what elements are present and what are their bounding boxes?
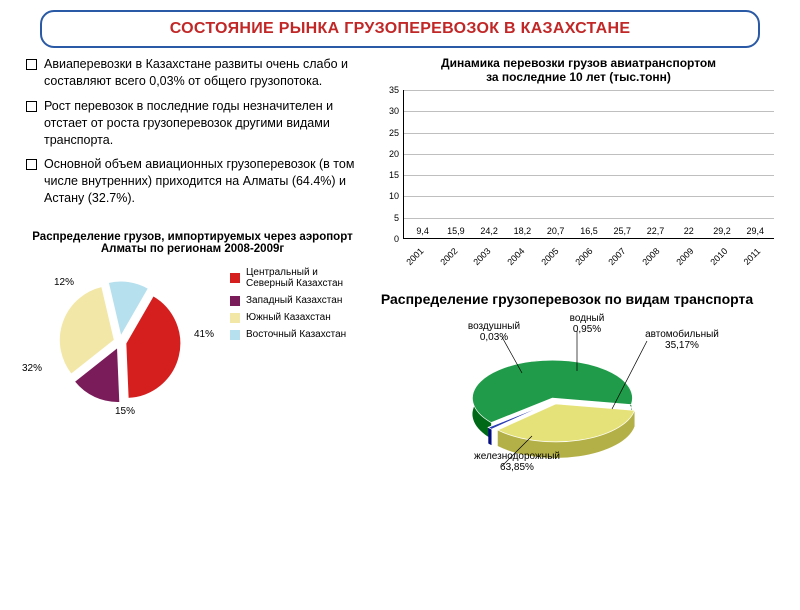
pie1-block: Распределение грузов, импортируемых чере… xyxy=(20,231,365,417)
y-tick: 10 xyxy=(377,191,399,201)
grid-line xyxy=(404,218,774,219)
bar-value-label: 22 xyxy=(684,226,694,236)
x-tick: 2009 xyxy=(669,241,710,282)
y-tick: 25 xyxy=(377,128,399,138)
bar-value-label: 29,4 xyxy=(747,226,765,236)
bullet-item: Рост перевозок в последние годы незначит… xyxy=(26,98,365,149)
bullet-item: Авиаперевозки в Казахстане развиты очень… xyxy=(26,56,365,90)
y-tick: 0 xyxy=(377,234,399,244)
y-tick: 20 xyxy=(377,149,399,159)
pie2-label-air: воздушный 0,03% xyxy=(459,321,529,343)
right-column: Динамика перевозки грузов авиатранспорто… xyxy=(377,56,780,491)
bar-plot-area: 9,4 15,9 24,2 18,2 20,7 16,5 25,7 22,7 22 29,2 29,… xyxy=(403,90,774,239)
pie2-label-text: железнодорожный 63,85% xyxy=(474,451,560,473)
x-tick: 2003 xyxy=(467,241,508,282)
pie1-pct-15: 15% xyxy=(115,406,135,417)
pie1-title: Распределение грузов, импортируемых чере… xyxy=(20,231,365,255)
bar-value-label: 29,2 xyxy=(713,226,731,236)
pie2-label-auto: автомобильный 35,17% xyxy=(637,329,727,351)
bar-value-label: 16,5 xyxy=(580,226,598,236)
legend-item: Восточный Казахстан xyxy=(230,329,365,340)
pie2-label-text: воздушный 0,03% xyxy=(468,321,520,343)
x-tick: 2001 xyxy=(399,241,440,282)
bar-title-l2: за последние 10 лет (тыс.тонн) xyxy=(486,70,671,84)
bullet-list: Авиаперевозки в Казахстане развиты очень… xyxy=(20,56,365,207)
pie2-side xyxy=(488,427,491,445)
legend-swatch xyxy=(230,296,240,306)
bar-title-l1: Динамика перевозки грузов авиатранспорто… xyxy=(441,56,716,70)
legend-swatch xyxy=(230,273,240,283)
legend-item: Западный Казахстан xyxy=(230,295,365,306)
legend-label: Южный Казахстан xyxy=(246,312,331,323)
x-axis: 2001200220032004200520062007200820092010… xyxy=(403,241,774,265)
legend-item: Южный Казахстан xyxy=(230,312,365,323)
grid-line xyxy=(404,175,774,176)
legend-item: Центральный и Северный Казахстан xyxy=(230,267,365,289)
pie2-block: Распределение грузоперевозок по видам тр… xyxy=(377,291,757,491)
legend-swatch xyxy=(230,330,240,340)
grid-line xyxy=(404,90,774,91)
page-title-box: СОСТОЯНИЕ РЫНКА ГРУЗОПЕРЕВОЗОК В КАЗАХСТ… xyxy=(40,10,760,48)
x-tick: 2006 xyxy=(568,241,609,282)
x-tick: 2011 xyxy=(737,241,778,282)
pie1-pct-32: 32% xyxy=(22,363,42,374)
bar-chart: 9,4 15,9 24,2 18,2 20,7 16,5 25,7 22,7 22 29,2 29,… xyxy=(377,90,780,265)
grid-line xyxy=(404,196,774,197)
bar-chart-title: Динамика перевозки грузов авиатранспорто… xyxy=(377,56,780,84)
pie2-chart xyxy=(462,351,647,451)
bar-value-label: 20,7 xyxy=(547,226,565,236)
bar-value-label: 9,4 xyxy=(416,226,429,236)
bar-value-label: 15,9 xyxy=(447,226,465,236)
pie1-legend: Центральный и Северный Казахстан Западны… xyxy=(230,267,365,417)
y-tick: 5 xyxy=(377,213,399,223)
bullet-item: Основной объем авиационных грузоперевозо… xyxy=(26,156,365,207)
pie1-chart: 41% 15% 32% 12% xyxy=(20,267,220,417)
pie1-pct-12: 12% xyxy=(54,277,74,288)
x-tick: 2005 xyxy=(534,241,575,282)
x-tick: 2002 xyxy=(433,241,474,282)
pie2-label-water: водный 0,95% xyxy=(557,313,617,335)
pie2-label-text: водный 0,95% xyxy=(570,313,605,335)
bar-value-label: 25,7 xyxy=(613,226,631,236)
x-tick: 2004 xyxy=(501,241,542,282)
pie2-label-text: автомобильный 35,17% xyxy=(645,329,719,351)
left-column: Авиаперевозки в Казахстане развиты очень… xyxy=(20,56,365,491)
legend-label: Центральный и Северный Казахстан xyxy=(246,267,365,289)
pie2-label-rail: железнодорожный 63,85% xyxy=(457,451,577,473)
bar-value-label: 22,7 xyxy=(647,226,665,236)
pie2-title: Распределение грузоперевозок по видам тр… xyxy=(377,291,757,307)
main-area: Авиаперевозки в Казахстане развиты очень… xyxy=(0,56,800,491)
legend-label: Западный Казахстан xyxy=(246,295,342,306)
y-tick: 30 xyxy=(377,106,399,116)
pie1-pct-41: 41% xyxy=(194,329,214,340)
grid-line xyxy=(404,154,774,155)
bar-value-label: 24,2 xyxy=(480,226,498,236)
grid-line xyxy=(404,111,774,112)
x-tick: 2008 xyxy=(636,241,677,282)
y-tick: 35 xyxy=(377,85,399,95)
pie1-section: 41% 15% 32% 12% Центральный и Северный К… xyxy=(20,267,365,417)
page-title: СОСТОЯНИЕ РЫНКА ГРУЗОПЕРЕВОЗОК В КАЗАХСТ… xyxy=(170,20,631,37)
x-tick: 2010 xyxy=(703,241,744,282)
pie1-svg xyxy=(20,267,220,417)
x-tick: 2007 xyxy=(602,241,643,282)
legend-label: Восточный Казахстан xyxy=(246,329,346,340)
bar-value-label: 18,2 xyxy=(514,226,532,236)
pie2-svg xyxy=(462,351,647,451)
legend-swatch xyxy=(230,313,240,323)
grid-line xyxy=(404,133,774,134)
y-tick: 15 xyxy=(377,170,399,180)
